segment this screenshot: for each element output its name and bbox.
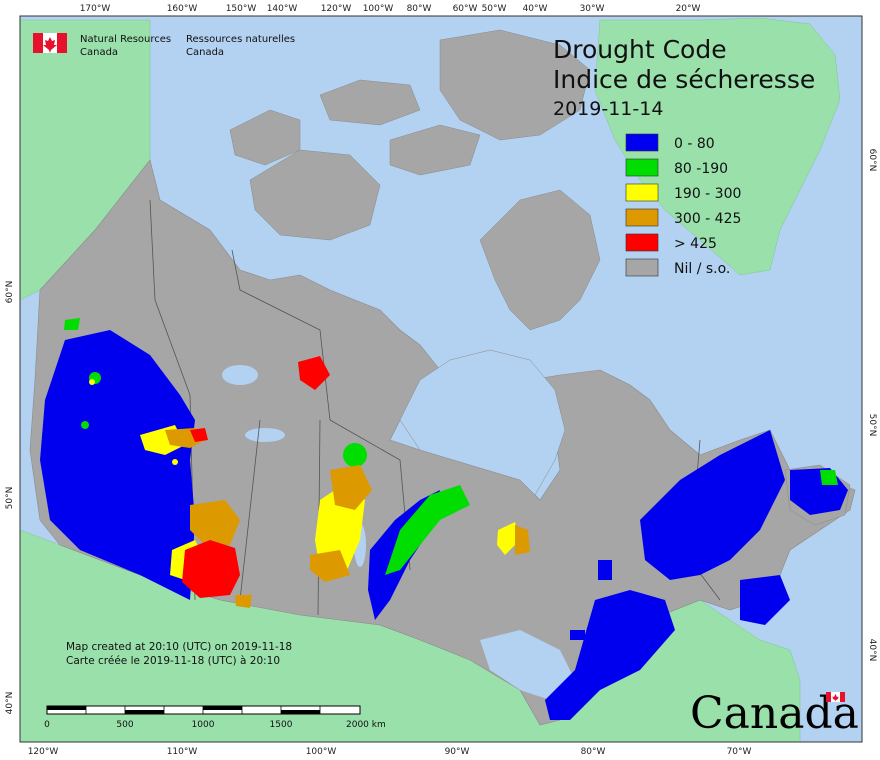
- legend-swatch-5: [625, 258, 659, 277]
- svg-text:90°W: 90°W: [445, 747, 470, 757]
- scale-label-2000: 2000 km: [346, 720, 386, 730]
- right-latitude-labels: 60°N 50°N 40°N: [867, 149, 877, 662]
- arctic-island-victoria: [249, 149, 381, 241]
- svg-text:60°W: 60°W: [453, 4, 478, 14]
- left-latitude-labels: 60°N 50°N 40°N: [5, 281, 15, 715]
- arctic-island-devon: [389, 124, 481, 176]
- svg-text:Natural Resources: Natural Resources: [80, 34, 171, 45]
- top-longitude-labels: 170°W 160°W 150°W 140°W 120°W 100°W 80°W…: [80, 4, 701, 14]
- map-border: [19, 15, 863, 743]
- scale-bar: 0 500 1000 1500 2000 km: [44, 705, 386, 730]
- svg-text:60°N: 60°N: [867, 149, 877, 172]
- arctic-island-banks: [229, 109, 301, 166]
- bottom-longitude-labels: 120°W 110°W 100°W 90°W 80°W 70°W: [28, 747, 752, 757]
- wordmark-flag-icon: [826, 692, 845, 702]
- legend-label-5: Nil / s.o.: [674, 261, 730, 277]
- scale-label-0: 0: [44, 720, 50, 730]
- svg-text:60°N: 60°N: [5, 281, 15, 304]
- legend-swatch-0: [625, 133, 659, 152]
- legend: 0 - 80 80 -190 190 - 300 300 - 425 > 425 Nil …: [625, 133, 741, 277]
- svg-text:120°W: 120°W: [28, 747, 59, 757]
- title-en: Drought Code: [553, 35, 727, 64]
- svg-text:170°W: 170°W: [80, 4, 111, 14]
- svg-text:50°N: 50°N: [5, 487, 15, 510]
- legend-swatch-3: [625, 208, 659, 227]
- svg-text:110°W: 110°W: [167, 747, 198, 757]
- svg-text:Ressources naturelles: Ressources naturelles: [186, 34, 295, 45]
- svg-text:160°W: 160°W: [167, 4, 198, 14]
- note-en: Map created at 20:10 (UTC) on 2019-11-18: [66, 641, 292, 653]
- drought-zone-300-425: [165, 428, 530, 608]
- svg-text:20°W: 20°W: [676, 4, 701, 14]
- title-fr: Indice de sécheresse: [553, 65, 815, 94]
- scale-label-500: 500: [116, 720, 133, 730]
- drought-zone-80-190: [64, 318, 838, 575]
- svg-text:40°W: 40°W: [523, 4, 548, 14]
- svg-text:30°W: 30°W: [580, 4, 605, 14]
- legend-label-3: 300 - 425: [674, 211, 741, 227]
- legend-swatch-1: [625, 158, 659, 177]
- legend-label-4: > 425: [674, 236, 717, 252]
- svg-text:Canada: Canada: [186, 47, 224, 58]
- legend-label-0: 0 - 80: [674, 136, 715, 152]
- svg-text:40°N: 40°N: [5, 692, 15, 715]
- svg-text:40°N: 40°N: [867, 639, 877, 662]
- drought-zone-over-425: [182, 356, 330, 598]
- svg-text:100°W: 100°W: [363, 4, 394, 14]
- great-slave-lake: [245, 428, 285, 442]
- arctic-island-parry: [319, 79, 421, 126]
- hudson-bay: [399, 349, 566, 496]
- svg-text:140°W: 140°W: [267, 4, 298, 14]
- svg-text:70°W: 70°W: [727, 747, 752, 757]
- great-bear-lake: [222, 365, 258, 385]
- great-lakes: [480, 630, 575, 700]
- scale-label-1000: 1000: [192, 720, 215, 730]
- canada-wordmark: Canada: [690, 688, 859, 739]
- legend-swatch-4: [625, 233, 659, 252]
- scale-label-1500: 1500: [270, 720, 293, 730]
- svg-text:50°W: 50°W: [482, 4, 507, 14]
- map-date: 2019-11-14: [553, 98, 663, 120]
- arctic-island-ellesmere: [439, 29, 591, 141]
- svg-text:150°W: 150°W: [226, 4, 257, 14]
- nrcan-signature: Natural Resources Canada Ressources natu…: [33, 33, 295, 58]
- svg-text:80°W: 80°W: [581, 747, 606, 757]
- svg-text:Canada: Canada: [80, 47, 118, 58]
- note-fr: Carte créée le 2019-11-18 (UTC) à 20:10: [66, 655, 280, 667]
- legend-label-2: 190 - 300: [674, 186, 741, 202]
- canada-mainland: [29, 159, 856, 726]
- svg-text:50°N: 50°N: [867, 414, 877, 437]
- canada-flag-icon: [33, 33, 67, 53]
- svg-text:80°W: 80°W: [407, 4, 432, 14]
- svg-text:120°W: 120°W: [321, 4, 352, 14]
- arctic-island-baffin: [479, 189, 601, 331]
- svg-text:100°W: 100°W: [306, 747, 337, 757]
- legend-label-1: 80 -190: [674, 161, 728, 177]
- legend-swatch-2: [625, 183, 659, 202]
